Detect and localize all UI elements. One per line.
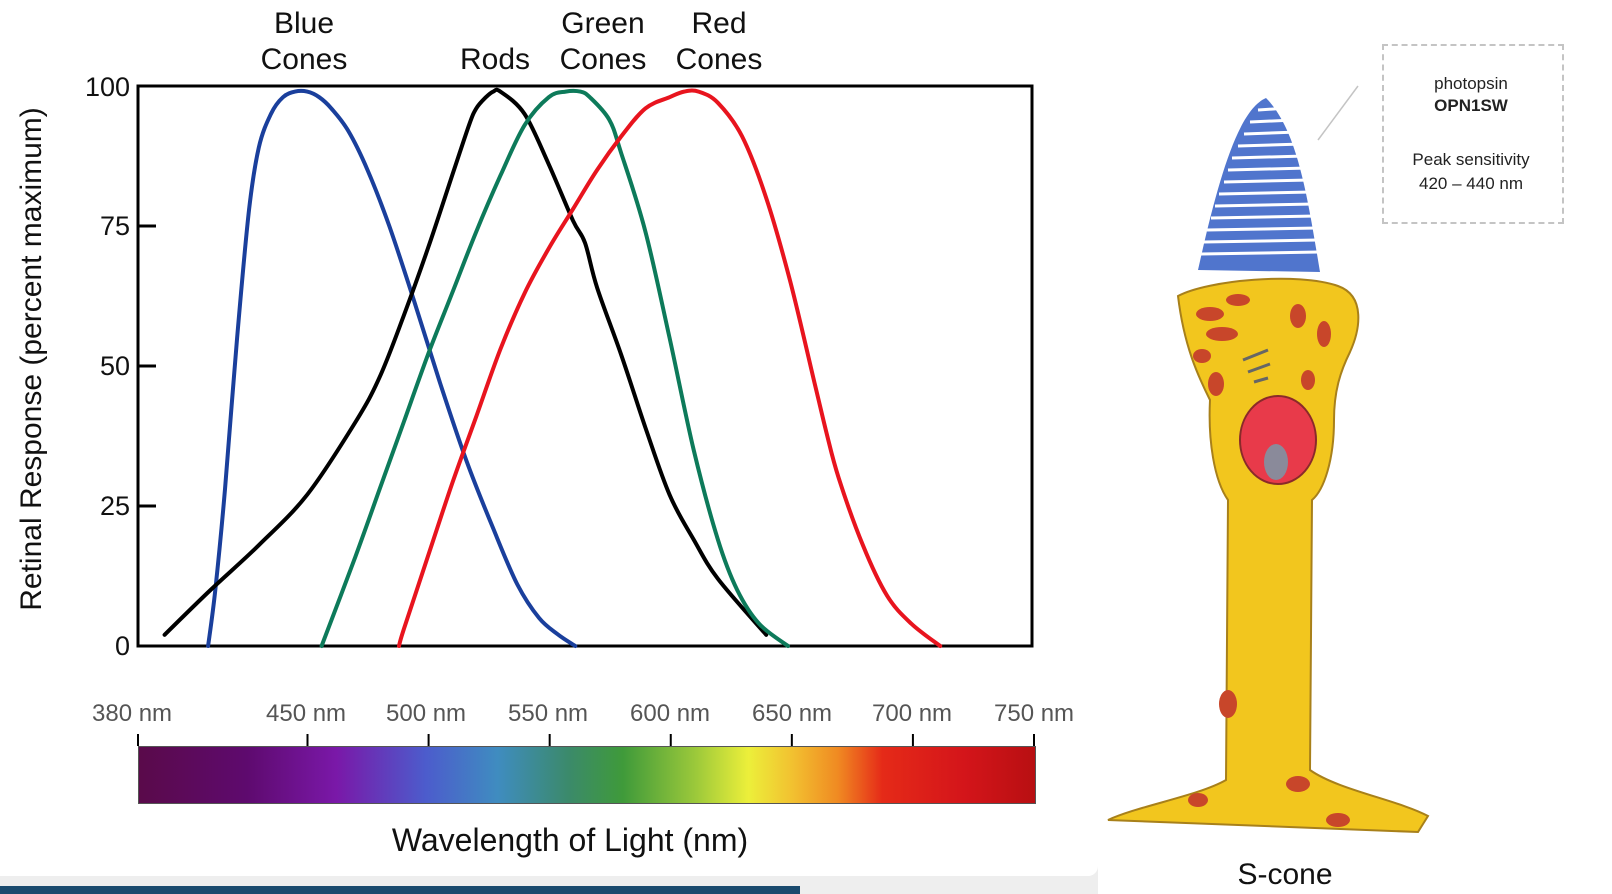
series-label-red-cones-line1: Red <box>691 7 747 40</box>
x-tick-label: 750 nm <box>994 700 1075 727</box>
s-cone-caption: S-cone <box>1237 858 1333 891</box>
series-line-red-cones <box>397 88 943 648</box>
outer-segment-discs <box>1198 98 1320 272</box>
callout-text-opn1sw: OPN1SW <box>1434 96 1508 115</box>
x-axis-label: Wavelength of Light (nm) <box>391 822 749 858</box>
series-label-green-cones-line1: Green <box>561 7 645 40</box>
cone-cell-body <box>1107 277 1430 834</box>
x-tick-label: 550 nm <box>508 700 589 727</box>
bottom-strip <box>0 886 800 894</box>
y-tick-label: 25 <box>99 491 130 521</box>
y-tick-label: 75 <box>99 211 130 241</box>
y-tick-label: 100 <box>84 72 130 102</box>
series-line-green-cones <box>319 88 790 648</box>
callout-box <box>1382 44 1564 224</box>
plot-area <box>136 84 1035 746</box>
golgi <box>1242 348 1271 384</box>
y-axis-label: Retinal Response (percent maximum) <box>15 107 48 611</box>
y-tick-label: 50 <box>99 351 130 381</box>
x-tick-label: 500 nm <box>386 700 467 727</box>
x-tick-label: 380 nm <box>92 700 173 727</box>
series-label-red-cones-line2: Cones <box>675 43 763 76</box>
series-label-blue-cones-line1: Blue <box>273 7 335 40</box>
y-tick-label: 0 <box>114 631 130 661</box>
series-label-rods: Rods <box>459 43 531 76</box>
x-tick-label: 450 nm <box>266 700 347 727</box>
s-cone-illustration <box>1107 85 1430 834</box>
x-tick-label: 700 nm <box>872 700 953 727</box>
callout-text-range: 420 – 440 nm <box>1419 174 1523 193</box>
x-axis-ticks <box>137 734 1035 746</box>
visible-spectrum-bar <box>138 746 1036 804</box>
callout-leader <box>1317 85 1359 141</box>
series-lines <box>162 87 943 648</box>
nucleus <box>1239 395 1317 485</box>
series-line-rods <box>162 87 769 637</box>
chart-card <box>0 0 1098 876</box>
series-label-blue-cones-line2: Cones <box>260 43 348 76</box>
mitochondria <box>1188 294 1350 827</box>
plot-frame <box>136 84 1034 648</box>
x-tick-label: 650 nm <box>752 700 833 727</box>
series-line-blue-cones <box>206 88 578 648</box>
nucleolus <box>1264 444 1288 480</box>
y-axis-ticks <box>138 84 156 648</box>
illustration-panel <box>1098 0 1612 894</box>
x-tick-label: 600 nm <box>630 700 711 727</box>
callout-text-peak-sensitivity: Peak sensitivity <box>1412 150 1530 169</box>
callout-text-photopsin: photopsin <box>1434 74 1508 93</box>
series-label-green-cones-line2: Cones <box>559 43 647 76</box>
